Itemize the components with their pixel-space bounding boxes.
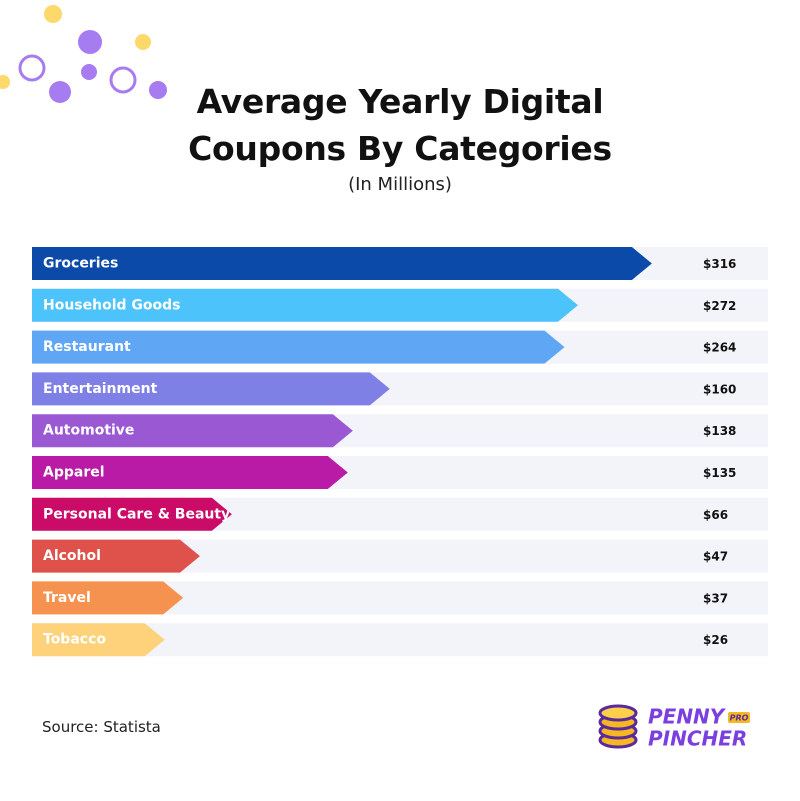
category-label: Entertainment bbox=[43, 381, 158, 397]
category-label: Automotive bbox=[43, 423, 134, 439]
logo-text: PINCHER bbox=[648, 727, 747, 751]
logo-badge: PRO bbox=[730, 714, 749, 723]
category-label: Tobacco bbox=[43, 632, 106, 648]
bar bbox=[32, 247, 652, 280]
source: Source: Statista bbox=[42, 718, 161, 736]
value-label: $37 bbox=[703, 591, 728, 605]
category-label: Household Goods bbox=[43, 297, 181, 313]
value-label: $135 bbox=[703, 466, 736, 480]
logo-text: PENNY bbox=[648, 705, 727, 729]
bar bbox=[32, 330, 565, 364]
bar bbox=[32, 288, 578, 322]
decoration bbox=[0, 5, 167, 103]
bar bbox=[32, 414, 353, 448]
value-label: $26 bbox=[703, 633, 728, 647]
category-label: Restaurant bbox=[43, 339, 131, 355]
value-label: $316 bbox=[703, 257, 736, 271]
bar bbox=[32, 497, 232, 531]
value-label: $138 bbox=[703, 424, 736, 438]
value-label: $160 bbox=[703, 382, 736, 396]
bar bbox=[32, 539, 200, 573]
bar bbox=[32, 623, 165, 657]
chart-title: Average Yearly Digital Coupons By Catego… bbox=[188, 82, 612, 168]
value-label: $272 bbox=[703, 299, 736, 313]
category-label: Apparel bbox=[43, 465, 105, 481]
bar bbox=[32, 372, 390, 406]
logo: PENNY PINCHER PRO bbox=[598, 704, 750, 751]
chart-subtitle: (In Millions) bbox=[348, 174, 452, 195]
category-label: Alcohol bbox=[43, 548, 101, 564]
bar bbox=[32, 581, 184, 615]
category-label: Groceries bbox=[43, 256, 118, 272]
category-label: Travel bbox=[43, 590, 91, 606]
value-label: $47 bbox=[703, 550, 728, 564]
bar bbox=[32, 456, 348, 489]
category-label: Personal Care & Beauty bbox=[43, 506, 230, 522]
value-label: $66 bbox=[703, 508, 728, 522]
value-label: $264 bbox=[703, 341, 736, 355]
